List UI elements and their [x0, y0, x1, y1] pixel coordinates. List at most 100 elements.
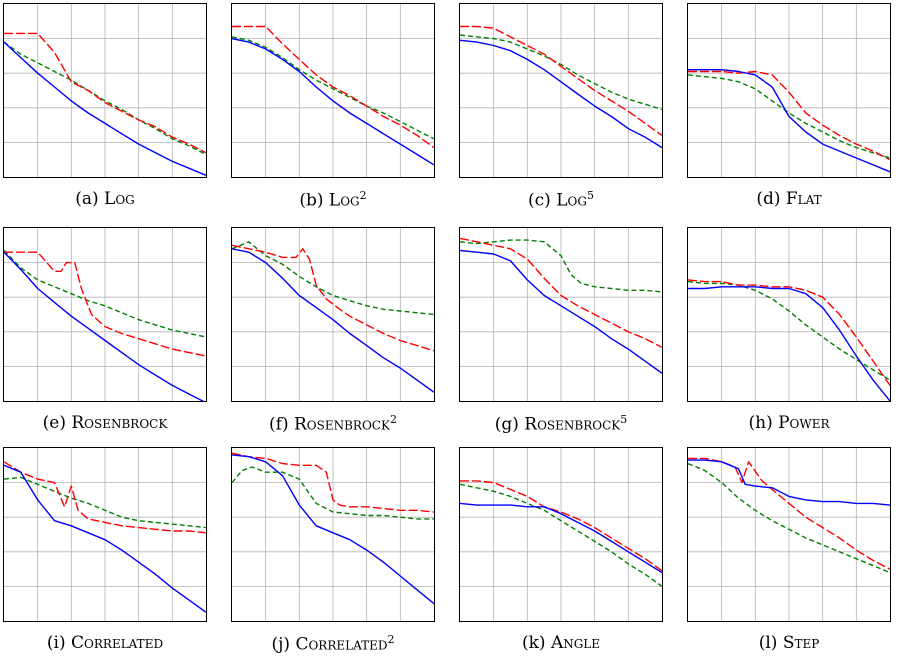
caption-superscript: 5	[586, 189, 594, 202]
chart-caption: (k) Angle	[459, 633, 663, 653]
chart-caption: (i) Correlated	[3, 633, 207, 653]
caption-superscript: 2	[359, 189, 367, 202]
series-line-green	[232, 241, 434, 316]
chart-plot	[3, 447, 207, 622]
series-line-blue	[232, 37, 434, 166]
chart-caption: (j) Correlated2	[231, 633, 435, 655]
caption-label: (b)	[299, 190, 324, 211]
series-line-red	[4, 461, 206, 534]
plot-frame	[687, 447, 891, 622]
series-line-blue	[460, 39, 662, 149]
chart-plot	[231, 3, 435, 178]
plot-frame	[3, 227, 207, 402]
chart-caption: (c) Log5	[459, 189, 663, 211]
caption-name: Power	[778, 413, 830, 433]
series-line-blue	[688, 459, 890, 506]
chart-plot	[459, 3, 663, 178]
series-line-red	[460, 25, 662, 137]
caption-name: Step	[782, 633, 820, 653]
plot-frame	[231, 3, 435, 178]
plot-frame	[3, 3, 207, 178]
chart-plot	[459, 447, 663, 622]
plot-frame	[231, 447, 435, 622]
caption-name: Rosenbrock	[294, 414, 390, 435]
chart-caption: (b) Log2	[231, 189, 435, 211]
series-line-green	[4, 41, 206, 156]
caption-label: (g)	[494, 414, 519, 435]
series-line-red	[688, 279, 890, 386]
chart-caption: (a) Log	[3, 189, 207, 209]
caption-label: (f)	[269, 414, 289, 435]
series-line-blue	[232, 248, 434, 393]
caption-name: Log	[328, 190, 360, 211]
series-line-green	[460, 483, 662, 587]
series-line-red	[232, 244, 434, 352]
series-line-green	[232, 466, 434, 520]
caption-label: (k)	[521, 633, 546, 653]
chart-caption: (d) Flat	[687, 189, 891, 209]
caption-label: (h)	[748, 413, 773, 433]
plot-frame	[687, 3, 891, 178]
caption-name: Correlated	[71, 633, 164, 653]
chart-plot	[459, 227, 663, 402]
caption-label: (c)	[528, 190, 551, 211]
chart-plot	[3, 227, 207, 402]
caption-name: Log	[104, 189, 135, 209]
plot-frame	[459, 227, 663, 402]
caption-label: (j)	[271, 634, 291, 655]
series-line-green	[460, 239, 662, 293]
series-line-green	[4, 476, 206, 529]
caption-label: (l)	[758, 633, 778, 653]
chart-caption: (l) Step	[687, 633, 891, 653]
chart-plot	[231, 227, 435, 402]
chart-caption: (g) Rosenbrock5	[459, 413, 663, 435]
chart-caption: (f) Rosenbrock2	[231, 413, 435, 435]
chart-plot	[687, 227, 891, 402]
series-line-blue	[232, 454, 434, 605]
caption-name: Log	[556, 190, 587, 211]
chart-plot	[3, 3, 207, 178]
series-line-red	[4, 32, 206, 154]
caption-label: (a)	[75, 189, 99, 209]
series-line-blue	[460, 502, 662, 574]
series-line-green	[460, 34, 662, 111]
plot-frame	[459, 3, 663, 178]
chart-plot	[687, 3, 891, 178]
chart-caption: (e) Rosenbrock	[3, 413, 207, 433]
series-line-green	[4, 250, 206, 338]
series-line-blue	[4, 251, 205, 401]
caption-label: (e)	[42, 413, 66, 433]
series-line-blue	[688, 286, 890, 401]
series-line-blue	[688, 68, 890, 173]
series-line-blue	[460, 249, 662, 374]
plot-frame	[3, 447, 207, 622]
caption-name: Correlated	[295, 634, 388, 655]
series-line-red	[232, 452, 434, 513]
series-line-green	[688, 462, 890, 574]
caption-superscript: 2	[387, 633, 395, 646]
caption-label: (d)	[756, 189, 781, 209]
series-line-red	[460, 480, 662, 572]
caption-superscript: 5	[620, 413, 628, 426]
chart-caption: (h) Power	[687, 413, 891, 433]
caption-name: Flat	[785, 189, 822, 209]
series-line-red	[688, 70, 890, 161]
plot-frame	[459, 447, 663, 622]
caption-name: Angle	[550, 633, 601, 653]
series-line-green	[232, 36, 434, 140]
caption-name: Rosenbrock	[524, 414, 621, 435]
plot-frame	[231, 227, 435, 402]
series-line-green	[688, 74, 890, 159]
series-line-red	[4, 251, 206, 357]
caption-name: Rosenbrock	[71, 413, 168, 433]
caption-label: (i)	[46, 633, 66, 653]
series-line-blue	[4, 464, 206, 613]
series-line-green	[688, 280, 890, 381]
series-line-blue	[4, 41, 206, 176]
chart-plot	[231, 447, 435, 622]
series-line-red	[232, 25, 434, 149]
chart-plot	[687, 447, 891, 622]
series-line-red	[460, 237, 662, 349]
plot-frame	[687, 227, 891, 402]
caption-superscript: 2	[389, 413, 397, 426]
